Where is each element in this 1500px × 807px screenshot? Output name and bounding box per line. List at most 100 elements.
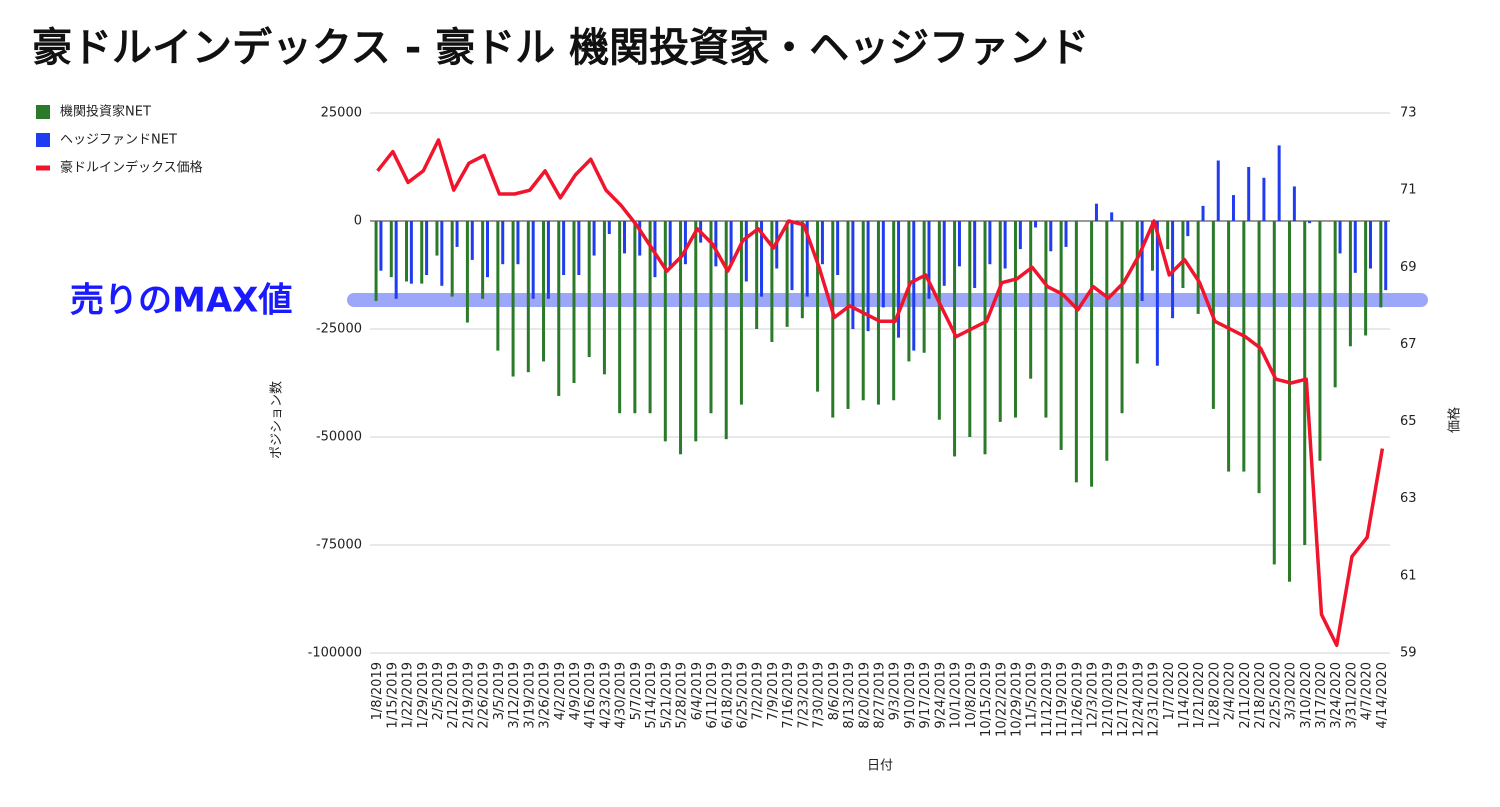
- bar: [374, 221, 378, 301]
- bar: [546, 221, 550, 299]
- x-tick-label: 3/5/2019: [492, 662, 507, 720]
- bar: [1303, 221, 1307, 545]
- x-tick-label: 8/6/2019: [827, 662, 842, 720]
- y2-tick-label: 71: [1400, 183, 1417, 198]
- bar: [785, 221, 789, 327]
- bar: [501, 221, 505, 265]
- bar: [557, 221, 561, 396]
- bar: [1379, 221, 1383, 308]
- bar: [760, 221, 764, 297]
- y-tick-label: 25000: [321, 106, 362, 121]
- bar: [405, 221, 409, 282]
- bar: [602, 221, 606, 375]
- bar: [1110, 212, 1114, 221]
- bar: [394, 221, 398, 299]
- annotation: 売りのMAX値: [70, 281, 292, 321]
- bar: [409, 221, 413, 284]
- legend-swatch: [36, 133, 50, 147]
- x-tick-label: 1/15/2019: [385, 662, 400, 729]
- bar: [648, 221, 652, 414]
- bar: [1318, 221, 1322, 461]
- bar: [709, 221, 713, 414]
- x-tick-label: 12/3/2019: [1086, 662, 1101, 729]
- bar: [683, 221, 687, 265]
- bar: [1003, 221, 1007, 269]
- legend-swatch: [36, 165, 50, 171]
- bar: [496, 221, 500, 351]
- x-tick-label: 12/10/2019: [1101, 662, 1116, 737]
- bar: [1135, 221, 1139, 364]
- bar: [790, 221, 794, 291]
- bar: [526, 221, 530, 373]
- x-tick-label: 2/19/2019: [461, 662, 476, 729]
- bar: [739, 221, 743, 405]
- x-tick-label: 2/11/2020: [1238, 662, 1253, 729]
- bar: [481, 221, 485, 299]
- y-tick-label: 0: [354, 214, 362, 229]
- x-tick-label: 8/13/2019: [842, 662, 857, 729]
- bar: [1044, 221, 1048, 418]
- bar: [1166, 221, 1170, 250]
- bar: [1140, 221, 1144, 301]
- y-tick-label: -75000: [316, 538, 362, 553]
- x-tick-label: 8/27/2019: [873, 662, 888, 729]
- x-tick-label: 10/29/2019: [1010, 662, 1025, 737]
- bar: [831, 221, 835, 418]
- x-tick-label: 6/4/2019: [690, 662, 705, 720]
- x-tick-label: 12/17/2019: [1116, 662, 1131, 737]
- y2-tick-label: 63: [1400, 491, 1417, 506]
- bar: [881, 221, 885, 308]
- bar: [450, 221, 454, 297]
- bar: [1308, 221, 1312, 224]
- y2-tick-label: 61: [1400, 568, 1417, 583]
- bar: [668, 221, 672, 269]
- x-tick-label: 3/12/2019: [507, 662, 522, 729]
- x-tick-label: 1/29/2019: [416, 662, 431, 729]
- bar: [1049, 221, 1053, 252]
- bar: [679, 221, 683, 455]
- bar: [724, 221, 728, 440]
- bar: [1364, 221, 1368, 336]
- bar: [1277, 145, 1281, 221]
- bar: [440, 221, 444, 286]
- x-tick-label: 1/8/2019: [370, 662, 385, 720]
- bar: [1064, 221, 1068, 247]
- y2-tick-label: 67: [1400, 337, 1417, 352]
- bar: [1059, 221, 1063, 450]
- bar: [988, 221, 992, 265]
- bar: [562, 221, 566, 275]
- x-tick-label: 2/18/2020: [1253, 662, 1268, 729]
- x-tick-label: 6/25/2019: [735, 662, 750, 729]
- bar: [1348, 221, 1352, 347]
- x-tick-label: 5/28/2019: [675, 662, 690, 729]
- x-tick-label: 7/2/2019: [751, 662, 766, 720]
- bar: [1186, 221, 1190, 237]
- x-tick-label: 9/3/2019: [888, 662, 903, 720]
- x-tick-label: 11/12/2019: [1040, 662, 1055, 737]
- bar: [577, 221, 581, 275]
- legend-label: 機関投資家NET: [60, 104, 151, 120]
- bar: [379, 221, 383, 271]
- bar: [1105, 221, 1109, 461]
- y2-axis-label: 価格: [1447, 407, 1463, 433]
- bar: [953, 221, 957, 457]
- bar: [998, 221, 1002, 422]
- bar: [1288, 221, 1291, 582]
- bar: [1216, 160, 1220, 221]
- bar: [1029, 221, 1033, 379]
- bar: [1090, 221, 1094, 487]
- x-tick-label: 11/26/2019: [1070, 662, 1085, 737]
- x-tick-label: 1/7/2020: [1162, 662, 1177, 720]
- bar: [927, 221, 931, 299]
- x-tick-label: 12/31/2019: [1147, 662, 1162, 737]
- bar: [922, 221, 926, 353]
- y2-tick-label: 65: [1400, 414, 1417, 429]
- y2-tick-label: 73: [1400, 106, 1417, 121]
- price-line: [376, 138, 1385, 648]
- x-tick-label: 4/2/2019: [553, 662, 568, 720]
- x-tick-label: 4/30/2019: [614, 662, 629, 729]
- x-tick-label: 3/10/2020: [1299, 662, 1314, 729]
- bar: [714, 221, 718, 267]
- bar: [653, 221, 657, 278]
